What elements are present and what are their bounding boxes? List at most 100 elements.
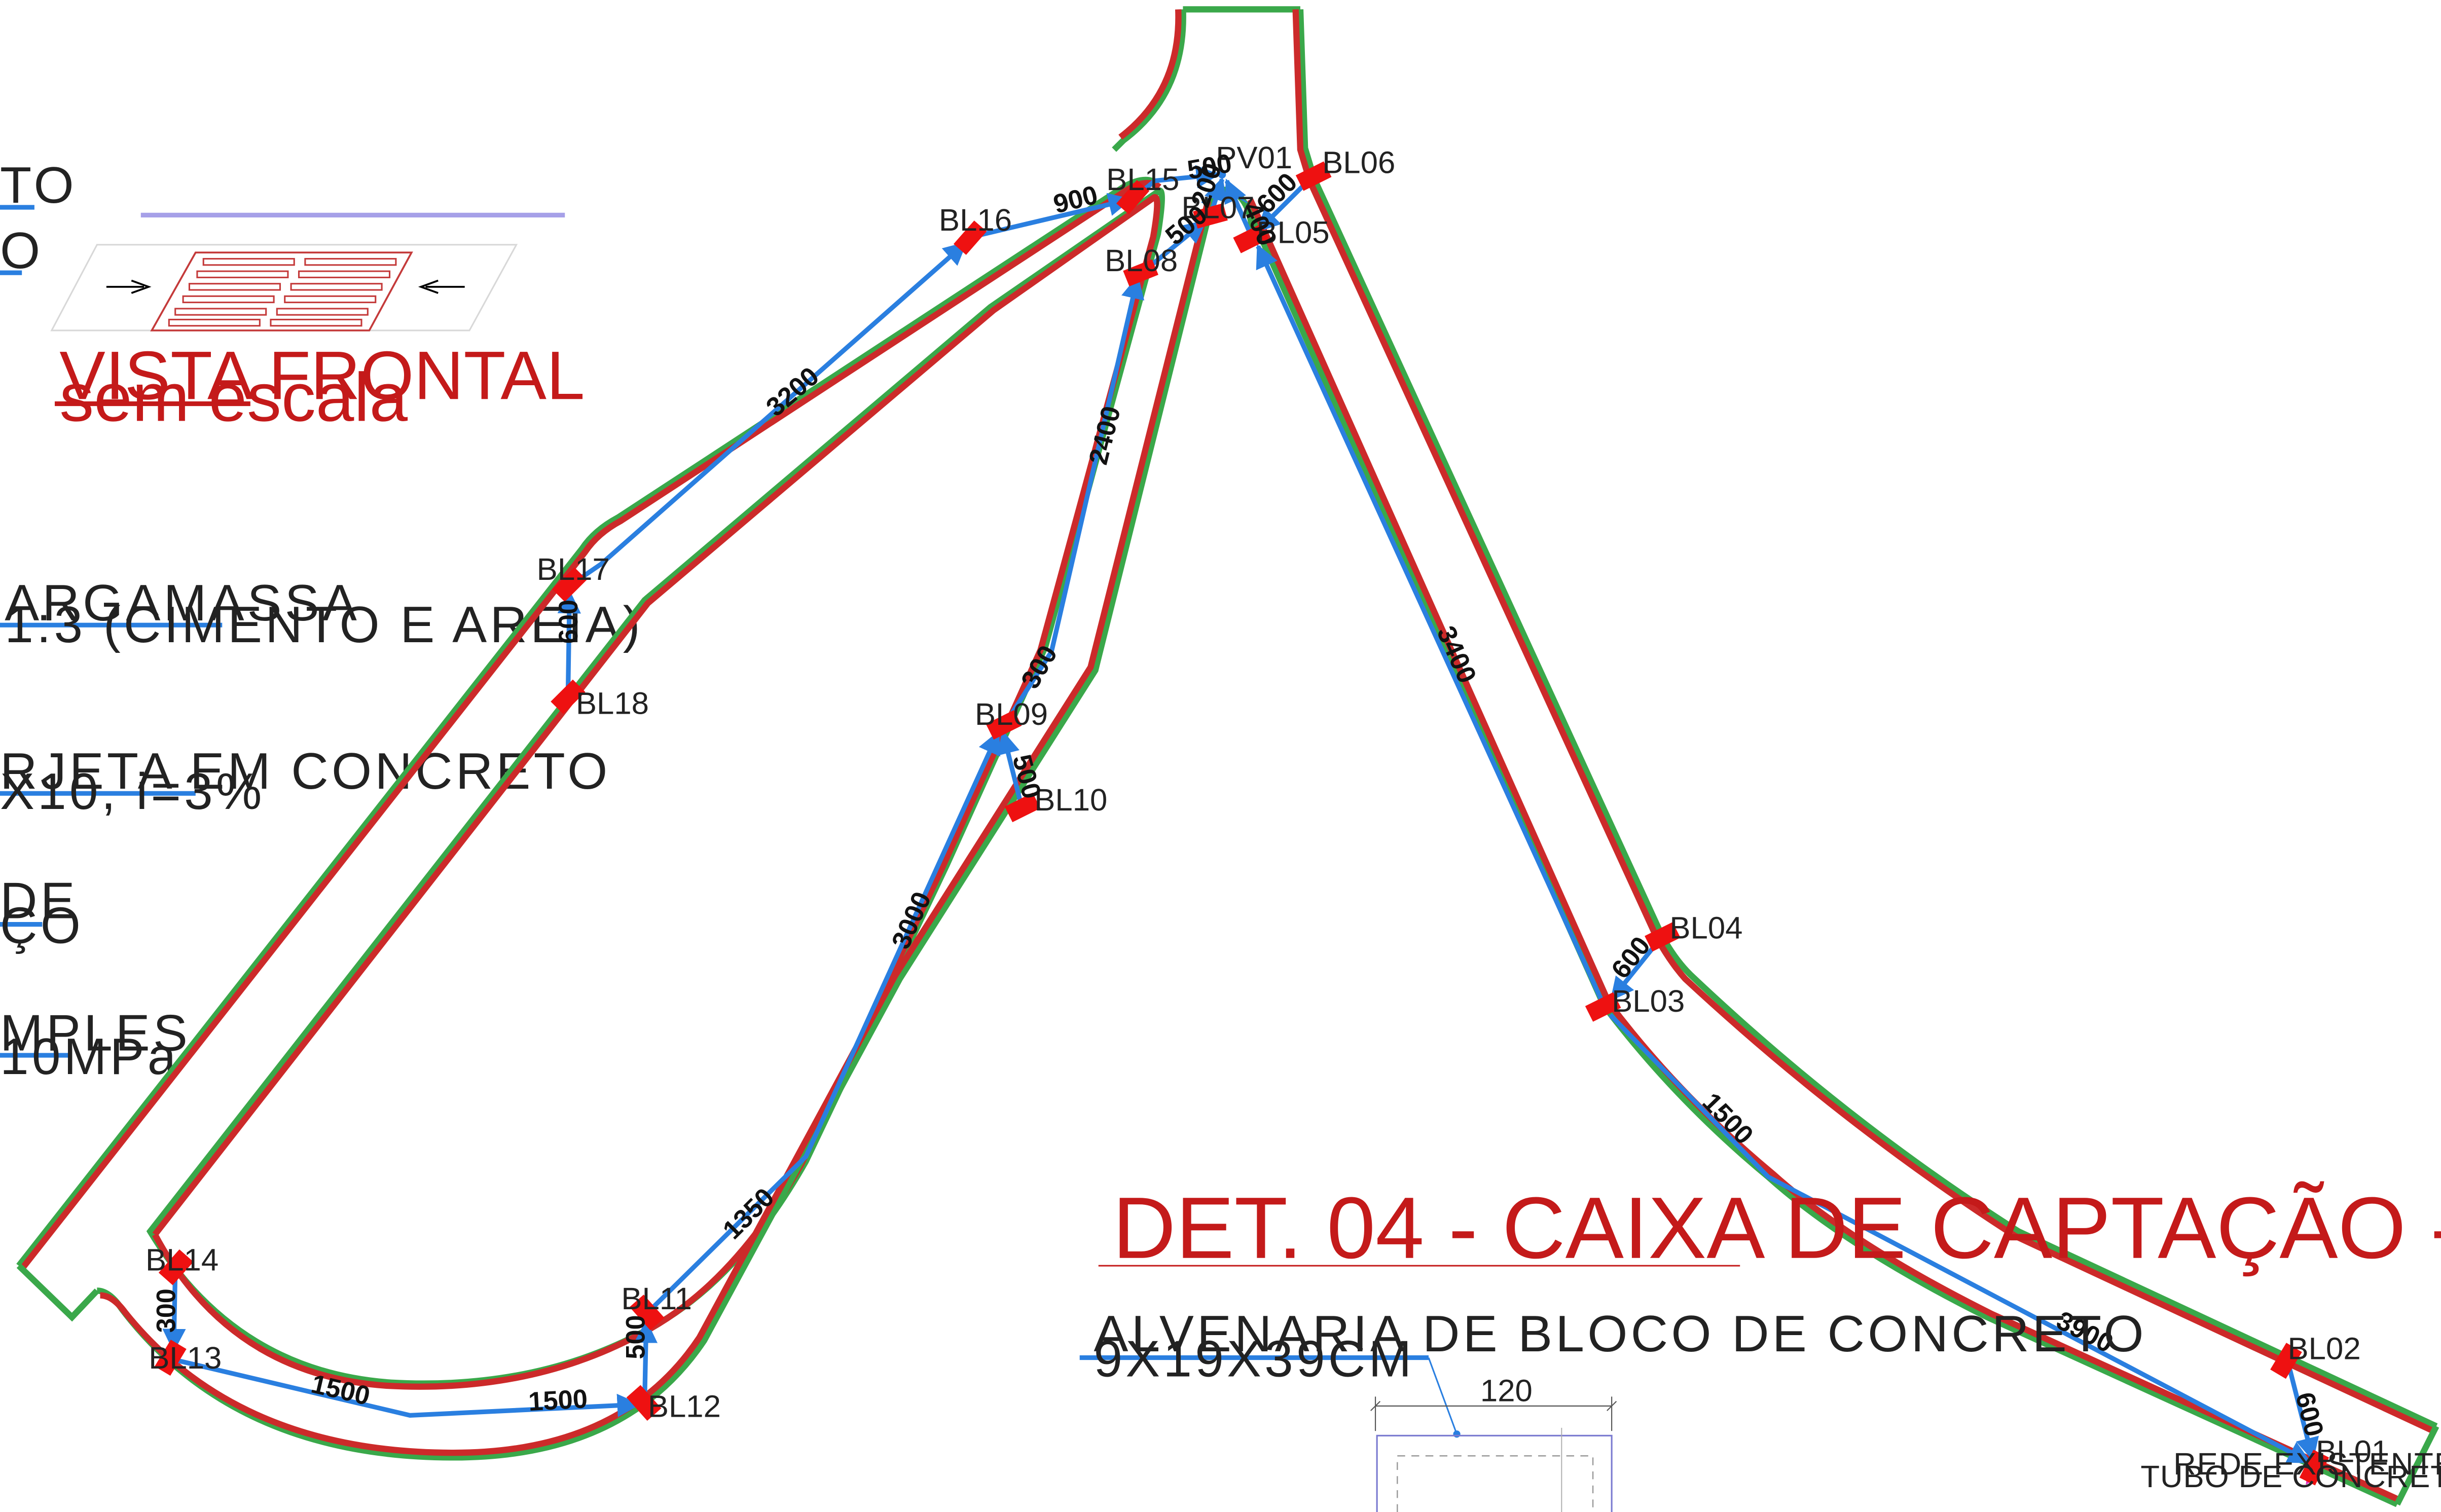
label-bl10: BL10 xyxy=(1034,783,1107,818)
flow-bl17-bl16 xyxy=(569,241,967,587)
note-4-line1: RJETA EM CONCRETO xyxy=(0,742,611,800)
inlet-bl05 xyxy=(1233,224,1269,253)
label-pv01: PV01 xyxy=(1216,140,1292,175)
box-inner-dashed xyxy=(1397,1455,1594,1512)
flow-bl03-bl01 xyxy=(1608,1013,2312,1464)
flow-bl02-bl01 xyxy=(2285,1360,2319,1461)
label-bl17: BL17 xyxy=(537,552,610,587)
flow-bl03-bl05 xyxy=(1256,244,1606,1007)
grate-view-subtitle: sem escala xyxy=(59,359,408,436)
label-bl03: BL03 xyxy=(1612,984,1685,1019)
inlet-bl12 xyxy=(626,1385,662,1421)
inlet-bl09 xyxy=(986,710,1022,740)
detail-04-note-leader xyxy=(1428,1357,1458,1434)
top-stem-left-green xyxy=(1112,9,1186,152)
inlet-bl11 xyxy=(629,1295,665,1331)
detail-04: DET. 04 - CAIXA DE CAPTAÇÃO - POÇO DE AL… xyxy=(1079,1179,2441,1512)
inlet-bl07 xyxy=(1193,203,1228,229)
grate-frame xyxy=(150,251,413,331)
note-1: TO xyxy=(0,156,77,214)
grate-front-view: VISTA FRONTAL sem escala xyxy=(50,212,585,436)
label-bl04: BL04 xyxy=(1669,910,1742,945)
right-road-outer-red xyxy=(1292,9,2435,1434)
label-bl11: BL11 xyxy=(621,1281,692,1316)
len-bl18-bl17: 600 xyxy=(554,600,584,644)
note-3-line1: ARGAMASSA xyxy=(5,574,360,632)
len-mid-bl12: 1500 xyxy=(528,1384,589,1417)
flow-bl12-bl11 xyxy=(634,1319,658,1400)
label-bl07: BL07 xyxy=(1181,191,1254,226)
inlet-bl04 xyxy=(1645,922,1681,952)
note-5-line2: ÇO xyxy=(0,897,84,954)
detail-04-title: DET. 04 - CAIXA DE CAPTAÇÃO - POÇO DE xyxy=(1113,1179,2441,1277)
label-bl08: BL08 xyxy=(1105,243,1178,278)
inlet-bl03 xyxy=(1585,992,1621,1022)
inlet-bl17 xyxy=(552,567,587,602)
grate-view-title: VISTA FRONTAL xyxy=(59,337,585,414)
label-bl05: BL05 xyxy=(1256,215,1329,250)
label-bl16: BL16 xyxy=(939,203,1012,238)
len-bl12-bl11: 500 xyxy=(622,1315,651,1359)
right-road-end-cap xyxy=(2394,1425,2439,1506)
label-bl02: BL02 xyxy=(2288,1332,2361,1367)
len-bl02-bl01: 600 xyxy=(2289,1389,2329,1440)
flow-bl16-bl15 xyxy=(971,193,1132,239)
label-bl09: BL09 xyxy=(975,697,1048,732)
len-bl14-bl13: 300 xyxy=(152,1288,181,1333)
box-outline xyxy=(1376,1434,1613,1512)
outfall-line2: TUBO DE CONCRETO D=400MM xyxy=(2140,1459,2441,1494)
label-bl13: BL13 xyxy=(149,1341,222,1376)
flow-bl11-bl09 xyxy=(646,730,1001,1314)
inlet-bl08 xyxy=(1123,259,1158,286)
label-bl06: BL06 xyxy=(1322,145,1395,180)
inlet-bl10 xyxy=(1004,792,1041,823)
detail-04-note-line1: ALVENARIA DE BLOCO DE CONCRETO xyxy=(1094,1305,2146,1362)
flow-bl14-bl13 xyxy=(162,1272,186,1352)
note-6-line1: MPLES xyxy=(0,1004,191,1062)
len-bl03-bl05: 3400 xyxy=(1431,622,1482,688)
inlet-bl06 xyxy=(1295,161,1332,191)
flow-bl18-bl17 xyxy=(557,589,581,695)
inlets xyxy=(155,161,2329,1486)
dimension-tick-right xyxy=(1607,1400,1617,1411)
len-bl13-mid: 1500 xyxy=(308,1369,373,1411)
top-stem-left-red xyxy=(1118,9,1182,140)
inlet-bl15 xyxy=(1116,180,1150,214)
flow-bl08-bl07 xyxy=(1142,219,1207,273)
leader-dot-icon xyxy=(1453,1430,1461,1438)
flow-bl05-pv01 xyxy=(1224,178,1254,238)
note-4-line2: X10, i=3% xyxy=(0,762,265,820)
node-labels: PV01 BL15 BL16 BL07 BL08 BL05 BL06 BL17 … xyxy=(145,140,2389,1469)
len-bl09-bl08: 2400 xyxy=(1083,403,1126,468)
pv01-manhole-icon xyxy=(1218,170,1226,179)
right-road-outer-green xyxy=(1297,9,2438,1429)
grate-slots xyxy=(168,257,397,327)
detail-04-note-line2: 9X19X39CM xyxy=(1094,1330,1414,1388)
inlet-bl01 xyxy=(2299,1450,2329,1486)
arrow-right-icon xyxy=(106,279,152,294)
inlet-bl02 xyxy=(2270,1343,2302,1379)
arrow-left-icon xyxy=(418,279,465,294)
left-loop-inner-red xyxy=(152,194,1160,1390)
dimension-tick-left xyxy=(1370,1400,1381,1411)
note-5-line1: DE xyxy=(0,871,78,929)
note-2: O xyxy=(0,222,43,279)
flow-bl09-bl08 xyxy=(1002,275,1145,726)
inlet-bl16 xyxy=(953,220,987,255)
pv01-connection xyxy=(1201,194,1248,204)
label-bl18: BL18 xyxy=(576,686,649,721)
flow-bl10-bl09 xyxy=(997,730,1025,808)
inlet-bl14 xyxy=(158,1249,194,1285)
flow-bl13-bl12 xyxy=(171,1357,641,1418)
grate-outline xyxy=(50,244,518,331)
outfall-note: REDE EXISTENTE TUBO DE CONCRETO D=400MM xyxy=(2140,1447,2441,1494)
label-bl14: BL14 xyxy=(145,1242,218,1277)
label-bl15: BL15 xyxy=(1106,162,1179,197)
left-road-end-cap xyxy=(16,1263,99,1322)
inlet-bl13 xyxy=(155,1339,187,1376)
label-bl01: BL01 xyxy=(2316,1434,2389,1469)
label-bl12: BL12 xyxy=(648,1389,721,1424)
inlet-bl18 xyxy=(551,679,586,714)
note-6-line2: 10MPa xyxy=(0,1027,179,1085)
